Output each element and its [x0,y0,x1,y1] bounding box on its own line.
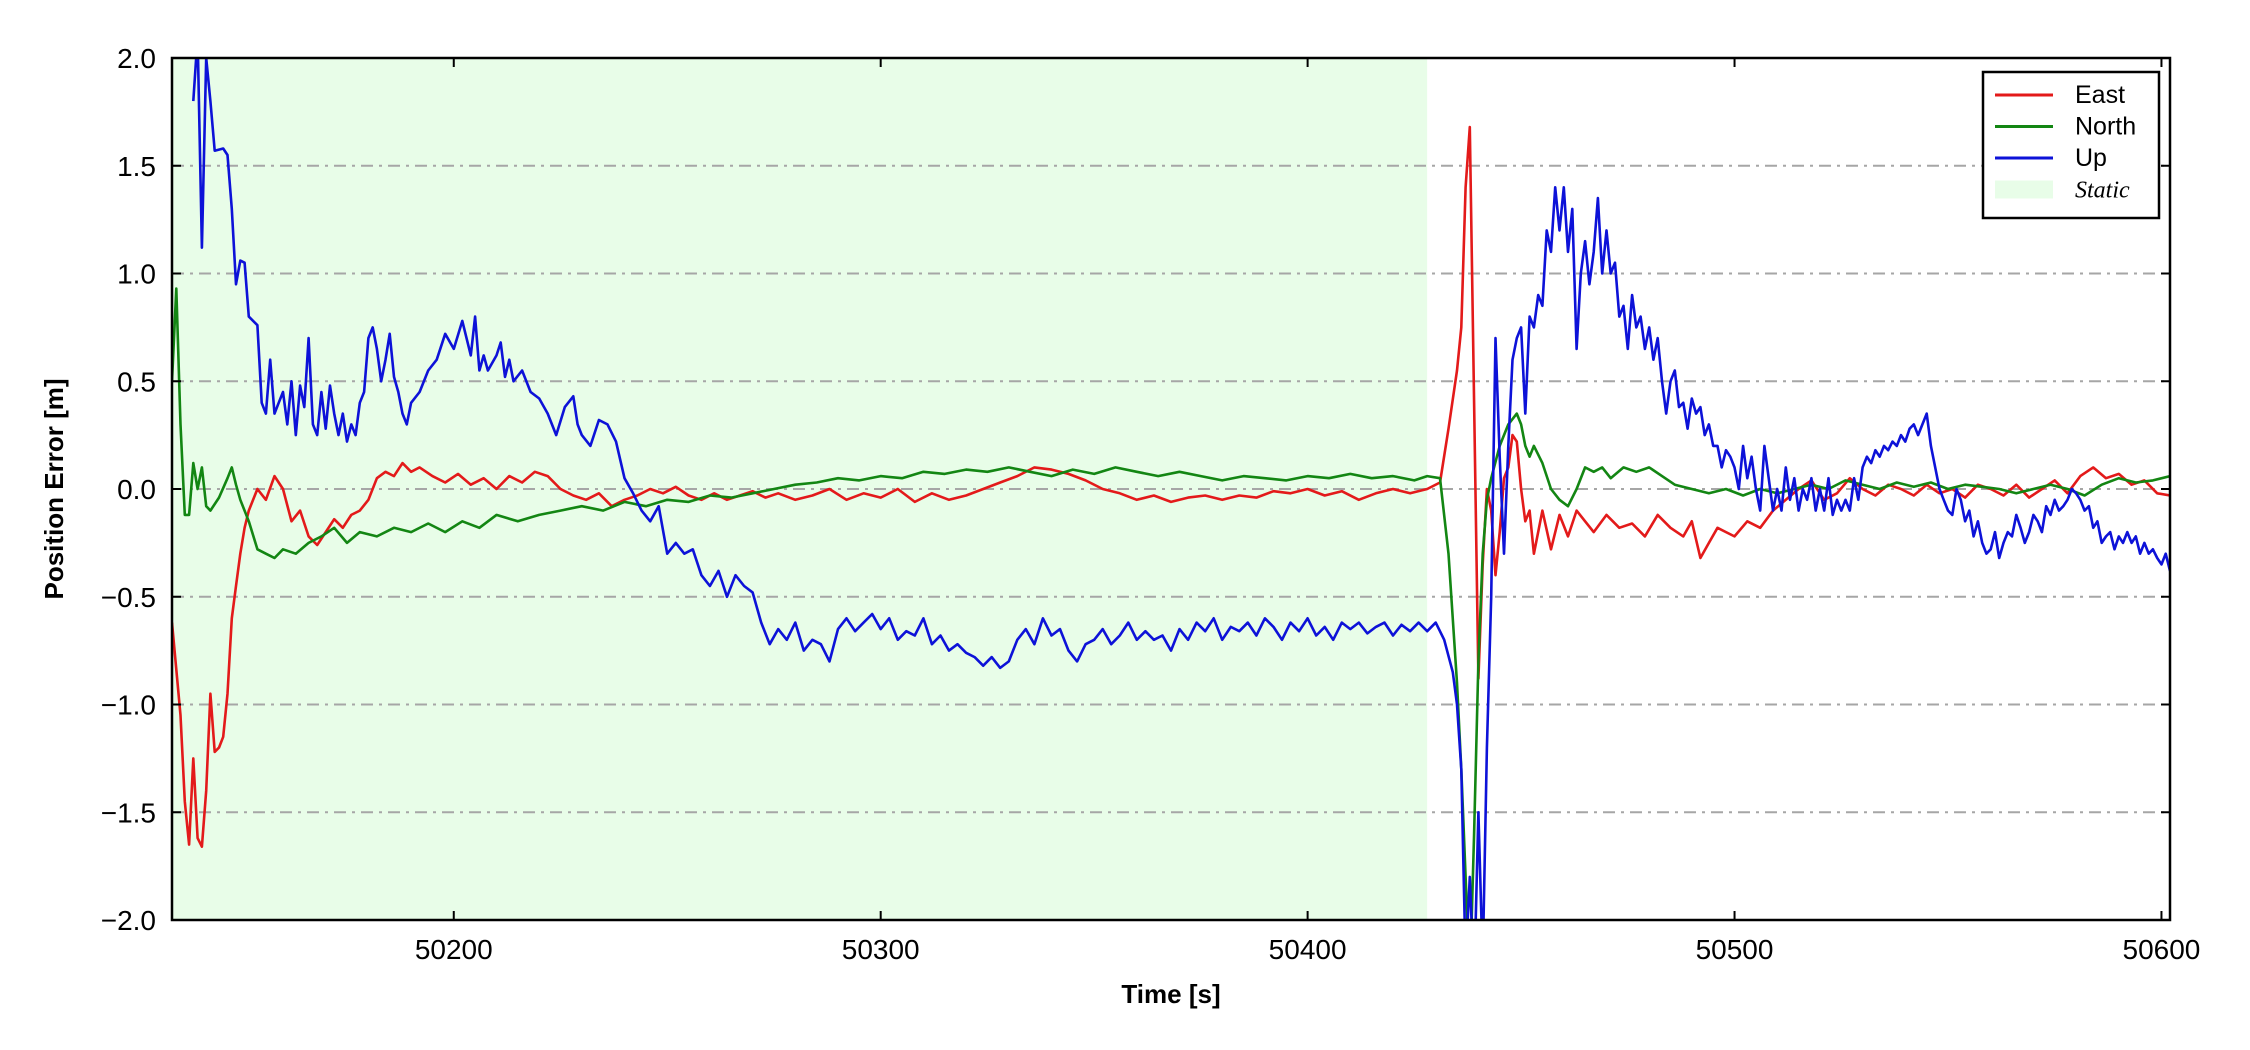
legend: East North Up Static [1981,70,2161,220]
y-axis-ticks: −2.0 −1.5 −1.0 −0.5 0.0 0.5 1.0 1.5 2.0 [101,43,2170,936]
y-tick-label: −1.5 [101,797,156,828]
x-tick-label: 50400 [1269,934,1347,965]
y-tick-label: 1.5 [117,151,156,182]
legend-label-east: East [2075,81,2125,109]
series-layer [172,58,2170,920]
y-axis-label: Position Error [m] [39,378,69,599]
legend-label-up: Up [2075,144,2107,172]
y-tick-label: −2.0 [101,905,156,936]
legend-swatch-static [1995,180,2053,199]
grid-layer [172,164,2170,814]
x-tick-label: 50600 [2123,934,2201,965]
x-tick-label: 50500 [1696,934,1774,965]
y-tick-label: 2.0 [117,43,156,74]
y-tick-label: 0.0 [117,474,156,505]
y-tick-label: −1.0 [101,690,156,721]
x-tick-label: 50300 [842,934,920,965]
legend-label-north: North [2075,113,2136,141]
x-axis-label: Time [s] [1121,979,1220,1009]
x-tick-label: 50200 [415,934,493,965]
series-line-up [192,58,2170,920]
y-tick-label: 0.5 [117,366,156,397]
y-tick-label: 1.0 [117,259,156,290]
legend-label-static: Static [2075,178,2130,204]
y-tick-label: −0.5 [101,582,156,613]
x-axis-ticks: 50200 50300 50400 50500 50600 [415,58,2201,965]
